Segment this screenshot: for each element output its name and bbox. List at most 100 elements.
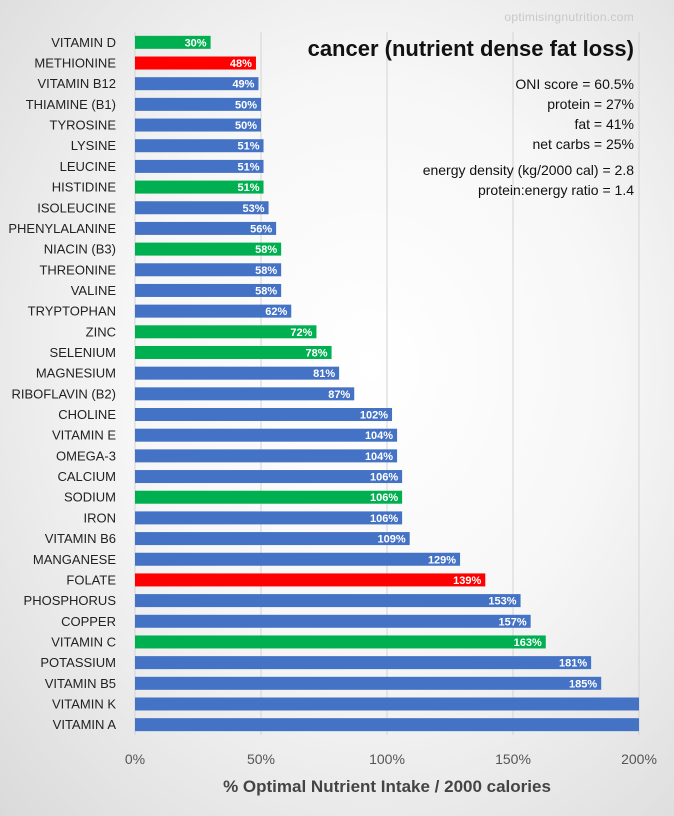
chart-title: cancer (nutrient dense fat loss) (307, 36, 634, 61)
category-label: MANGANESE (33, 552, 116, 567)
category-label: CALCIUM (57, 469, 116, 484)
bar (135, 614, 531, 628)
category-label: VITAMIN C (51, 634, 116, 649)
data-label: 58% (255, 265, 277, 277)
bar (135, 304, 292, 318)
x-tick-label: 200% (621, 751, 657, 767)
bar (135, 201, 269, 215)
category-label: RIBOFLAVIN (B2) (11, 386, 116, 401)
bar (135, 470, 403, 484)
bar (135, 56, 256, 70)
oni-score: ONI score = 60.5% (515, 76, 634, 92)
bar (135, 511, 403, 525)
bar (135, 594, 521, 608)
category-label: VALINE (71, 283, 117, 298)
category-label: TRYPTOPHAN (28, 304, 116, 319)
data-label: 58% (255, 244, 277, 256)
x-tick-label: 100% (369, 751, 405, 767)
protein-stat: protein = 27% (547, 96, 634, 112)
data-label: 157% (498, 616, 526, 628)
bar (135, 408, 393, 422)
bar (135, 697, 639, 711)
x-tick-label: 50% (247, 751, 275, 767)
bar (135, 97, 261, 111)
bar (135, 77, 259, 91)
category-label: TYROSINE (50, 118, 117, 133)
category-label: MAGNESIUM (36, 366, 116, 381)
category-label: THREONINE (39, 262, 116, 277)
bar (135, 159, 264, 173)
category-label: VITAMIN K (52, 696, 116, 711)
category-label: LEUCINE (60, 159, 117, 174)
data-label: 104% (365, 430, 393, 442)
bar (135, 656, 592, 670)
data-label: 104% (365, 451, 393, 463)
category-label: METHIONINE (34, 56, 116, 71)
category-label: SELENIUM (50, 345, 116, 360)
bar (135, 263, 282, 277)
category-label: CHOLINE (58, 407, 116, 422)
watermark: optimisingnutrition.com (504, 10, 634, 24)
data-label: 30% (185, 37, 207, 49)
bar (135, 345, 332, 359)
data-label: 139% (453, 575, 481, 587)
data-label: 50% (235, 120, 257, 132)
category-label: VITAMIN E (52, 428, 116, 443)
data-label: 62% (265, 306, 287, 318)
x-axis-title: % Optimal Nutrient Intake / 2000 calorie… (223, 777, 551, 796)
category-label: SODIUM (64, 490, 116, 505)
category-label: FOLATE (66, 572, 116, 587)
bar (135, 118, 261, 132)
energy-density-stat: energy density (kg/2000 cal) = 2.8 (422, 162, 634, 178)
bar (135, 552, 461, 566)
bar (135, 283, 282, 297)
data-label: 163% (514, 637, 542, 649)
data-label: 106% (370, 492, 398, 504)
bar (135, 242, 282, 256)
category-label: VITAMIN A (53, 717, 117, 732)
x-tick-label: 0% (125, 751, 145, 767)
category-label: HISTIDINE (52, 180, 117, 195)
category-label: VITAMIN B12 (37, 76, 116, 91)
category-label: POTASSIUM (40, 655, 116, 670)
data-label: 181% (559, 658, 587, 670)
data-label: 106% (370, 472, 398, 484)
data-label: 51% (237, 161, 259, 173)
data-label: 129% (428, 554, 456, 566)
data-label: 56% (250, 223, 272, 235)
bar (135, 676, 602, 690)
bar (135, 490, 403, 504)
bar (135, 180, 264, 194)
data-label: 53% (243, 203, 265, 215)
data-label: 109% (378, 534, 406, 546)
data-label: 81% (313, 368, 335, 380)
data-label: 51% (237, 182, 259, 194)
data-label: 153% (488, 596, 516, 608)
data-label: 185% (569, 678, 597, 690)
bar (135, 573, 486, 587)
bar (135, 325, 317, 339)
bar (135, 449, 398, 463)
bar (135, 35, 211, 49)
category-label: VITAMIN D (51, 35, 116, 50)
category-label: IRON (84, 510, 117, 525)
protein-energy-ratio-stat: protein:energy ratio = 1.4 (477, 182, 634, 198)
category-label: ISOLEUCINE (37, 200, 116, 215)
stats-panel: ONI score = 60.5% protein = 27% fat = 41… (423, 74, 634, 200)
category-label: PHENYLALANINE (8, 221, 116, 236)
data-label: 87% (328, 389, 350, 401)
bar (135, 428, 398, 442)
bar (135, 635, 546, 649)
data-label: 72% (290, 327, 312, 339)
bar (135, 387, 355, 401)
bar (135, 718, 639, 732)
category-label: PHOSPHORUS (24, 593, 117, 608)
bar (135, 532, 410, 546)
data-label: 58% (255, 285, 277, 297)
fat-stat: fat = 41% (574, 116, 634, 132)
bar (135, 139, 264, 153)
net-carbs-stat: net carbs = 25% (532, 136, 634, 152)
category-labels: VITAMIN D METHIONINE VITAMIN B12 THIAMINE (… (8, 35, 116, 732)
category-label: VITAMIN B5 (45, 676, 116, 691)
